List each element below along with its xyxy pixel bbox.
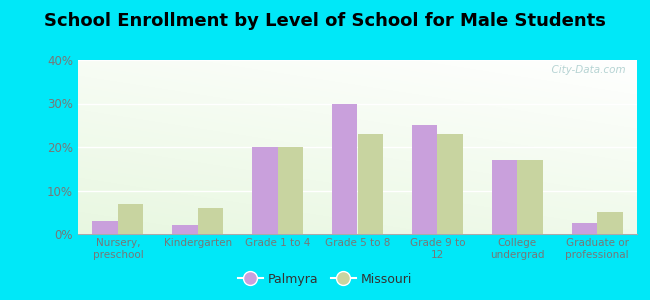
Bar	[358, 134, 383, 234]
Bar	[278, 147, 303, 234]
Text: City-Data.com: City-Data.com	[545, 65, 626, 75]
Bar	[92, 221, 118, 234]
Bar	[571, 223, 597, 234]
Bar	[491, 160, 517, 234]
Legend: Palmyra, Missouri: Palmyra, Missouri	[233, 268, 417, 291]
Bar	[412, 125, 437, 234]
Bar	[332, 103, 358, 234]
Bar	[118, 203, 144, 234]
Text: School Enrollment by Level of School for Male Students: School Enrollment by Level of School for…	[44, 12, 606, 30]
Bar	[597, 212, 623, 234]
Bar	[198, 208, 224, 234]
Bar	[252, 147, 278, 234]
Bar	[517, 160, 543, 234]
Bar	[172, 225, 198, 234]
Bar	[437, 134, 463, 234]
